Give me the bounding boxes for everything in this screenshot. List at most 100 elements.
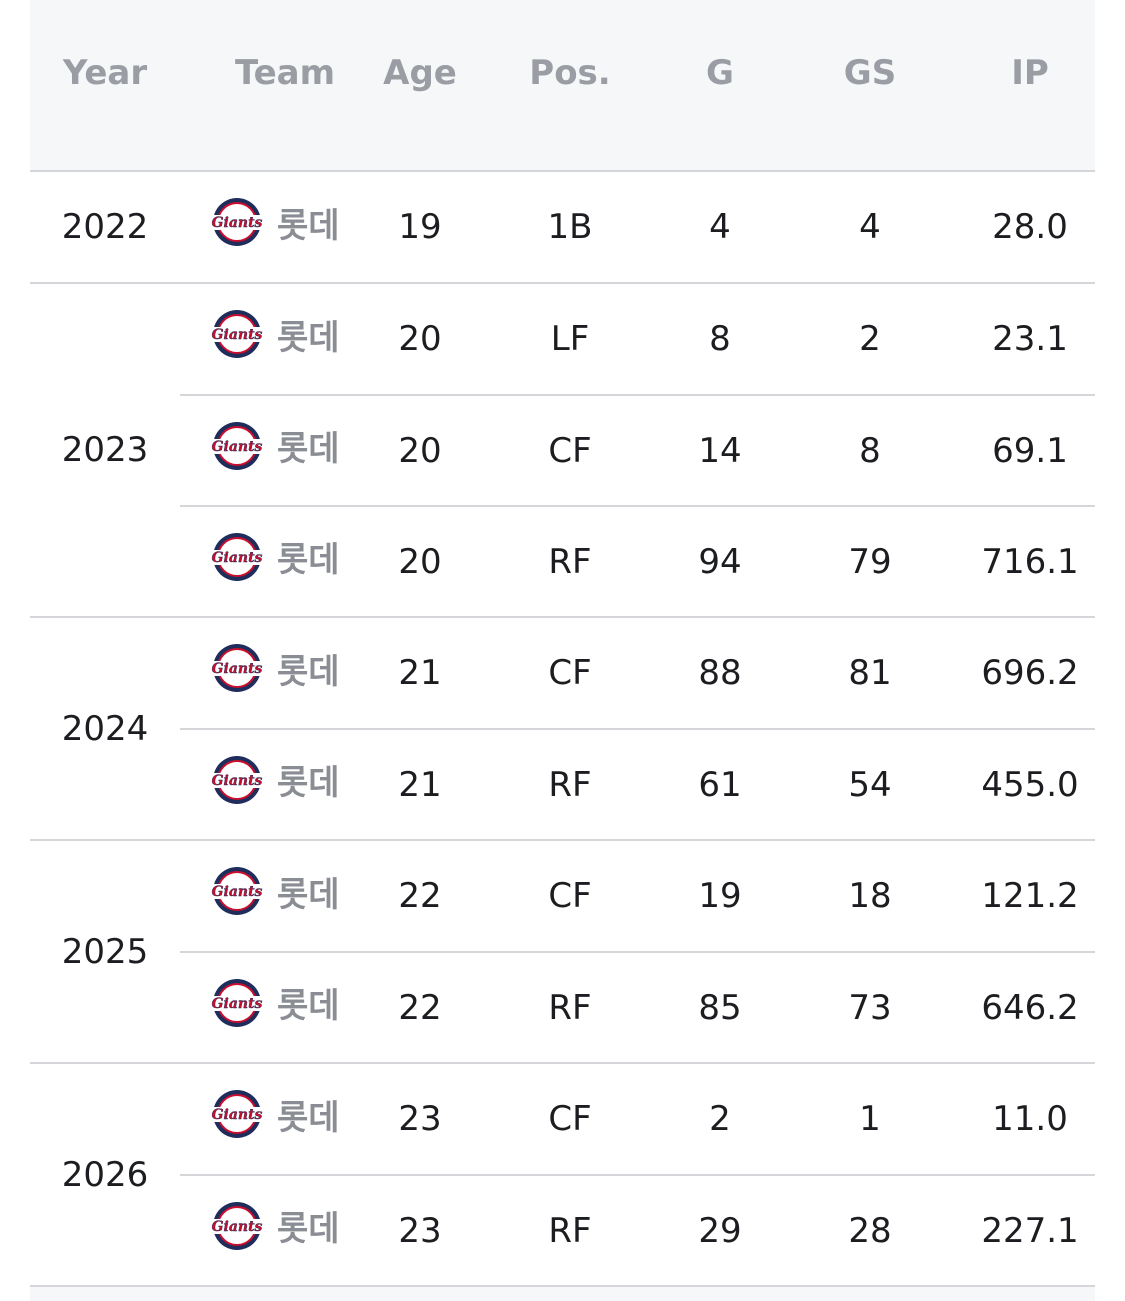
age-cell: 23 (398, 1099, 442, 1139)
gs-cell: 4 (859, 207, 881, 247)
age-cell: 20 (398, 430, 442, 471)
header-gs[interactable]: GS (843, 53, 897, 93)
g-cell: 14 (698, 430, 742, 471)
team-cell[interactable]: Giants 롯데 (205, 730, 340, 839)
team-name: 롯데 (277, 540, 340, 580)
year-group: 2024 Giants 롯데 21 CF 88 81 696.2 Giants 롯데 21 RF 61 5… (30, 618, 1095, 841)
svg-text:Giants: Giants (212, 661, 263, 677)
giants-logo-icon: Giants (205, 975, 269, 1031)
ip-cell: 227.1 (981, 1210, 1079, 1251)
giants-logo-icon: Giants (205, 863, 269, 919)
table-row[interactable]: Giants 롯데 19 1B 4 4 28.0 (180, 172, 1095, 282)
ip-cell: 455.0 (981, 764, 1079, 805)
year-cell: 2025 (61, 931, 149, 972)
table-row[interactable]: Giants 롯데 22 RF 85 73 646.2 (180, 951, 1095, 1062)
svg-text:Giants: Giants (212, 1219, 263, 1235)
age-cell: 23 (398, 1210, 442, 1251)
team-cell[interactable]: Giants 롯데 (205, 284, 340, 394)
header-g[interactable]: G (706, 53, 734, 93)
ip-cell: 28.0 (992, 207, 1068, 247)
year-group: 2022 Giants 롯데 19 1B 4 4 28.0 (30, 172, 1095, 284)
year-group: 2023 Giants 롯데 20 LF 8 2 23.1 Giants 롯데 20 CF 14 8 69.… (30, 284, 1095, 618)
svg-text:Giants: Giants (212, 215, 263, 231)
team-cell[interactable]: Giants 롯데 (205, 507, 340, 616)
age-cell: 22 (398, 987, 442, 1028)
gs-cell: 79 (848, 541, 892, 582)
table-row[interactable]: Giants 롯데 23 CF 2 1 11.0 (180, 1064, 1095, 1174)
ip-cell: 121.2 (981, 876, 1079, 916)
year-cell: 2024 (61, 708, 149, 749)
table-body: 2022 Giants 롯데 19 1B 4 4 28.0 2023 Giants 롯데 20 LF 8 2… (30, 172, 1095, 1287)
team-cell[interactable]: Giants 롯데 (205, 618, 340, 728)
gs-cell: 2 (859, 319, 881, 359)
table-row[interactable]: Giants 롯데 21 CF 88 81 696.2 (180, 618, 1095, 728)
pos-cell: RF (548, 1210, 592, 1251)
pos-cell: 1B (547, 207, 593, 247)
table-row[interactable]: Giants 롯데 20 CF 14 8 69.1 (180, 394, 1095, 505)
svg-text:Giants: Giants (212, 327, 263, 343)
gs-cell: 54 (848, 764, 892, 805)
team-cell[interactable]: Giants 롯데 (205, 841, 340, 951)
team-name: 롯데 (277, 874, 340, 915)
pos-cell: RF (548, 764, 592, 805)
gs-cell: 28 (848, 1210, 892, 1251)
table-row[interactable]: Giants 롯데 23 RF 29 28 227.1 (180, 1174, 1095, 1285)
header-ip[interactable]: IP (1011, 53, 1049, 93)
header-pos[interactable]: Pos. (529, 53, 611, 93)
g-cell: 61 (698, 764, 742, 805)
pos-cell: CF (548, 1099, 592, 1139)
pos-cell: CF (548, 430, 592, 471)
gs-cell: 8 (859, 430, 881, 471)
pos-cell: CF (548, 653, 592, 693)
header-team[interactable]: Team (234, 53, 336, 93)
pos-cell: RF (548, 541, 592, 582)
giants-logo-icon: Giants (205, 1086, 269, 1142)
ip-cell: 11.0 (992, 1099, 1068, 1139)
age-cell: 21 (398, 764, 442, 805)
g-cell: 19 (698, 876, 742, 916)
giants-logo-icon: Giants (205, 640, 269, 696)
ip-cell: 646.2 (981, 987, 1079, 1028)
team-cell[interactable]: Giants 롯데 (205, 953, 340, 1062)
gs-cell: 81 (848, 653, 892, 693)
giants-logo-icon: Giants (205, 418, 269, 474)
table-header: Year Team Age Pos. G GS IP (30, 0, 1095, 172)
year-cell: 2023 (61, 430, 149, 470)
team-cell[interactable]: Giants 롯데 (205, 1064, 340, 1174)
svg-text:Giants: Giants (212, 773, 263, 789)
ip-cell: 23.1 (992, 319, 1068, 359)
table-row[interactable]: Giants 롯데 22 CF 19 18 121.2 (180, 841, 1095, 951)
ip-cell: 696.2 (981, 653, 1079, 693)
age-cell: 22 (398, 876, 442, 916)
table-row[interactable]: Giants 롯데 21 RF 61 54 455.0 (180, 728, 1095, 839)
table-footer-strip (30, 1287, 1095, 1301)
giants-logo-icon: Giants (205, 752, 269, 808)
table-row[interactable]: Giants 롯데 20 LF 8 2 23.1 (180, 284, 1095, 394)
svg-text:Giants: Giants (212, 884, 263, 900)
g-cell: 29 (698, 1210, 742, 1251)
g-cell: 88 (698, 653, 742, 693)
gs-cell: 18 (848, 876, 892, 916)
team-name: 롯데 (277, 986, 340, 1026)
ip-cell: 716.1 (981, 541, 1079, 582)
team-cell[interactable]: Giants 롯데 (205, 1176, 340, 1285)
team-name: 롯데 (277, 1097, 340, 1138)
header-age[interactable]: Age (383, 53, 457, 93)
team-name: 롯데 (277, 317, 340, 358)
g-cell: 94 (698, 541, 742, 582)
fielding-stats-table: Year Team Age Pos. G GS IP 2022 Giants 롯데 1… (30, 0, 1095, 1301)
pos-cell: CF (548, 876, 592, 916)
age-cell: 21 (398, 653, 442, 693)
g-cell: 2 (709, 1099, 731, 1139)
team-cell[interactable]: Giants 롯데 (205, 172, 340, 282)
giants-logo-icon: Giants (205, 1198, 269, 1254)
age-cell: 20 (398, 541, 442, 582)
table-row[interactable]: Giants 롯데 20 RF 94 79 716.1 (180, 505, 1095, 616)
year-group: 2026 Giants 롯데 23 CF 2 1 11.0 Giants 롯데 23 RF 29 28 22… (30, 1064, 1095, 1287)
header-year[interactable]: Year (62, 53, 148, 93)
year-cell: 2026 (61, 1154, 149, 1195)
pos-cell: RF (548, 987, 592, 1028)
team-name: 롯데 (277, 1209, 340, 1249)
team-cell[interactable]: Giants 롯데 (205, 396, 340, 505)
